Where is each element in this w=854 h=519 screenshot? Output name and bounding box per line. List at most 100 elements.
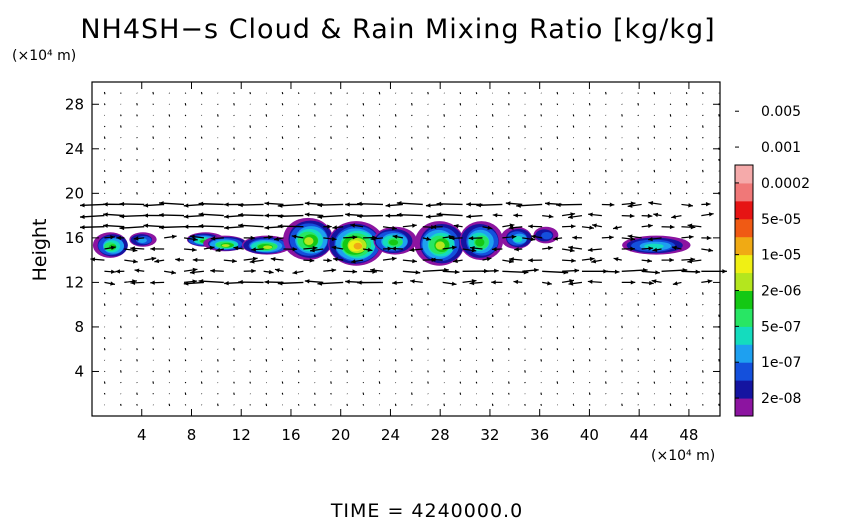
wind-arrowhead <box>453 223 459 229</box>
wind-arrowhead <box>572 235 577 240</box>
wind-arrowhead <box>516 203 521 208</box>
wind-mark <box>508 180 510 184</box>
wind-mark <box>653 381 656 384</box>
wind-arrowhead <box>385 203 391 208</box>
wind-mark <box>524 325 526 329</box>
wind-mark <box>669 314 672 317</box>
wind-arrowhead <box>159 212 164 218</box>
wind-mark <box>702 303 704 306</box>
wind-mark <box>524 114 526 117</box>
wind-mark <box>103 180 106 184</box>
wind-arrowhead <box>224 202 229 207</box>
wind-mark <box>152 370 154 373</box>
wind-arrowhead <box>647 223 653 229</box>
wind-mark <box>168 114 171 117</box>
wind-mark <box>184 136 187 139</box>
wind-mark <box>411 314 413 317</box>
wind-mark <box>233 359 235 362</box>
wind-mark <box>362 381 365 384</box>
wind-arrowhead <box>569 248 575 253</box>
wind-arrowhead <box>345 202 350 207</box>
wind-mark <box>281 170 284 172</box>
wind-arrowhead <box>505 201 511 206</box>
wind-arrowhead <box>392 225 397 231</box>
wind-mark <box>718 304 720 306</box>
wind-arrowhead <box>627 203 633 208</box>
wind-arrowhead <box>514 247 519 252</box>
wind-mark <box>556 136 559 139</box>
wind-arrowhead <box>476 203 481 208</box>
wind-mark <box>475 359 478 361</box>
wind-mark <box>669 158 672 162</box>
wind-arrowhead <box>232 258 237 264</box>
wind-arrowhead <box>251 268 256 274</box>
time-label: TIME = 4240000.0 <box>330 500 523 519</box>
wind-arrowhead <box>150 246 155 252</box>
wind-mark <box>184 347 187 351</box>
wind-mark <box>265 181 268 183</box>
wind-arrowhead <box>80 225 85 230</box>
wind-mark <box>588 92 591 94</box>
wind-arrowhead <box>486 257 492 262</box>
wind-arrowhead <box>469 280 475 286</box>
wind-mark <box>524 381 526 384</box>
wind-mark <box>669 392 672 395</box>
wind-mark <box>556 91 559 95</box>
wind-arrowhead <box>649 280 654 286</box>
colorbar: 2e-08 1e-07 5e-07 2e-06 1e-05 5e-05 0.0002 0.00… <box>734 104 810 417</box>
wind-mark <box>443 103 445 105</box>
wind-mark <box>233 147 235 150</box>
wind-mark <box>443 348 445 350</box>
wind-mark <box>233 392 235 395</box>
wind-mark <box>605 348 607 351</box>
wind-arrowhead <box>491 280 496 285</box>
wind-mark <box>718 125 720 128</box>
wind-arrowhead <box>647 258 652 263</box>
wind-arrowhead <box>451 281 457 286</box>
wind-mark <box>394 314 397 317</box>
wind-mark <box>217 170 219 172</box>
wind-mark <box>136 326 138 328</box>
wind-mark <box>168 292 171 295</box>
wind-mark <box>120 158 122 162</box>
wind-mark <box>411 136 413 139</box>
wind-arrowhead <box>370 268 375 273</box>
wind-mark <box>394 359 397 362</box>
wind-arrowhead <box>154 258 160 264</box>
wind-mark <box>346 192 348 195</box>
wind-arrowhead <box>568 214 573 220</box>
wind-arrowhead <box>175 257 180 262</box>
wind-mark <box>184 392 187 396</box>
wind-arrowhead <box>534 268 539 273</box>
wind-mark <box>669 325 672 329</box>
wind-mark <box>605 181 607 184</box>
wind-mark <box>588 381 591 384</box>
wind-mark <box>136 381 138 384</box>
wind-mark <box>669 114 672 117</box>
wind-arrowhead <box>448 234 454 240</box>
wind-arrowhead <box>367 247 373 252</box>
colorbar-label: 0.005 <box>761 104 801 120</box>
wind-arrowhead <box>385 213 391 218</box>
wind-arrowhead <box>451 245 457 250</box>
wind-mark <box>249 181 251 183</box>
wind-mark <box>103 292 106 295</box>
x-tick-label: 24 <box>381 426 400 444</box>
wind-arrowhead <box>513 213 518 218</box>
wind-mark <box>346 125 348 128</box>
wind-mark <box>394 158 397 162</box>
wind-mark <box>653 348 656 350</box>
wind-mark <box>136 192 138 195</box>
wind-arrowhead <box>648 201 654 206</box>
wind-arrowhead <box>589 225 594 230</box>
wind-arrowhead <box>568 281 574 286</box>
wind-mark <box>120 192 122 195</box>
wind-mark <box>120 315 122 317</box>
wind-arrowhead <box>436 212 442 217</box>
colorbar-swatch <box>735 236 753 256</box>
x-tick-label: 36 <box>530 426 549 444</box>
wind-mark <box>669 403 672 407</box>
wind-mark <box>152 381 154 384</box>
wind-mark <box>217 359 219 362</box>
